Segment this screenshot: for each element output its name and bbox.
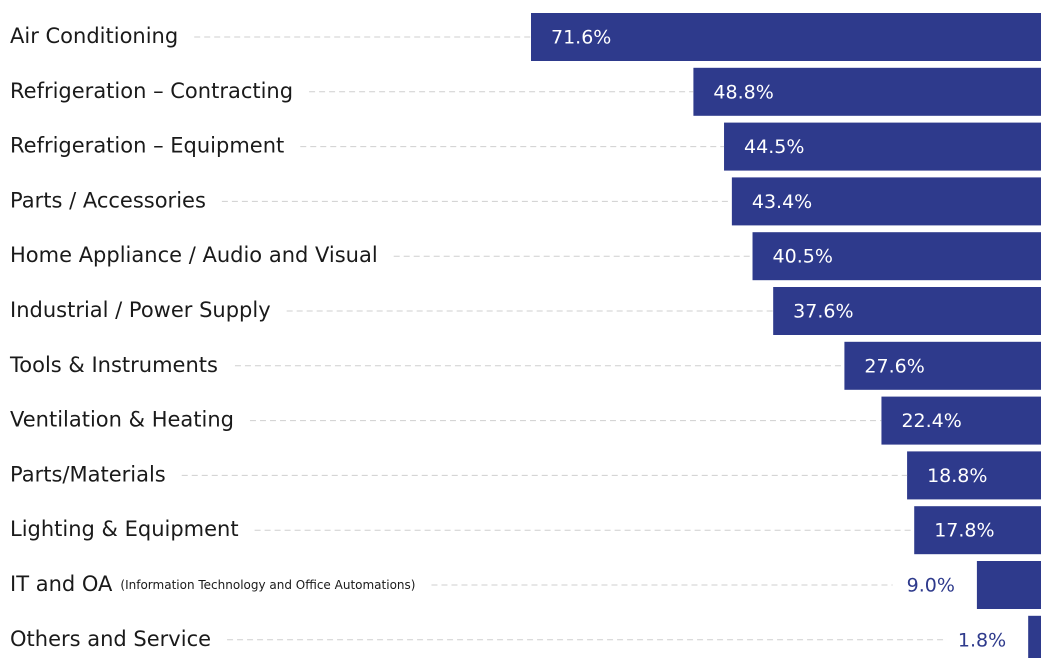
category-label: Refrigeration – Contracting bbox=[10, 79, 293, 103]
category-note: (Information Technology and Office Autom… bbox=[120, 578, 415, 592]
category-name: Lighting & Equipment bbox=[10, 517, 239, 541]
category-name: IT and OA bbox=[10, 572, 113, 596]
category-name: Parts/Materials bbox=[10, 462, 166, 486]
category-name: Parts / Accessories bbox=[10, 188, 206, 212]
category-label: Parts/Materials bbox=[10, 462, 166, 486]
category-label: Ventilation & Heating bbox=[10, 408, 234, 432]
value-label: 9.0% bbox=[907, 575, 955, 597]
bar bbox=[731, 177, 1041, 226]
bar bbox=[844, 341, 1041, 390]
bar bbox=[773, 287, 1041, 335]
category-label: Others and Service bbox=[10, 627, 211, 651]
category-name: Industrial / Power Supply bbox=[10, 298, 271, 322]
bar bbox=[752, 232, 1041, 281]
category-name: Ventilation & Heating bbox=[10, 408, 234, 432]
bar bbox=[907, 451, 1041, 500]
value-label: 43.4% bbox=[752, 191, 812, 213]
value-label: 48.8% bbox=[713, 81, 773, 103]
value-label: 22.4% bbox=[901, 410, 961, 432]
category-label: Air Conditioning bbox=[10, 24, 178, 48]
category-name: Home Appliance / Audio and Visual bbox=[10, 243, 378, 267]
category-label: Lighting & Equipment bbox=[10, 517, 239, 541]
bar bbox=[693, 67, 1041, 116]
category-label: Parts / Accessories bbox=[10, 188, 206, 212]
category-name: Others and Service bbox=[10, 627, 211, 651]
bar bbox=[724, 122, 1041, 171]
category-label: Refrigeration – Equipment bbox=[10, 134, 284, 158]
category-name: Air Conditioning bbox=[10, 24, 178, 48]
bar bbox=[881, 396, 1041, 445]
value-label: 17.8% bbox=[934, 520, 994, 542]
value-label: 27.6% bbox=[864, 355, 924, 377]
bar bbox=[976, 561, 1041, 609]
category-name: Refrigeration – Contracting bbox=[10, 79, 293, 103]
value-label: 40.5% bbox=[773, 246, 833, 268]
bar bbox=[1028, 615, 1041, 658]
category-label: Home Appliance / Audio and Visual bbox=[10, 243, 378, 267]
bar bbox=[914, 506, 1041, 555]
value-label: 37.6% bbox=[793, 301, 853, 323]
bar bbox=[531, 13, 1041, 61]
category-name: Refrigeration – Equipment bbox=[10, 134, 284, 158]
category-label: IT and OA (Information Technology and Off… bbox=[10, 572, 415, 596]
category-name: Tools & Instruments bbox=[9, 353, 218, 377]
value-label: 1.8% bbox=[958, 629, 1006, 651]
value-label: 44.5% bbox=[744, 136, 804, 158]
category-label: Tools & Instruments bbox=[9, 353, 218, 377]
category-label: Industrial / Power Supply bbox=[10, 298, 271, 322]
value-label: 18.8% bbox=[927, 465, 987, 487]
value-label: 71.6% bbox=[551, 27, 611, 49]
